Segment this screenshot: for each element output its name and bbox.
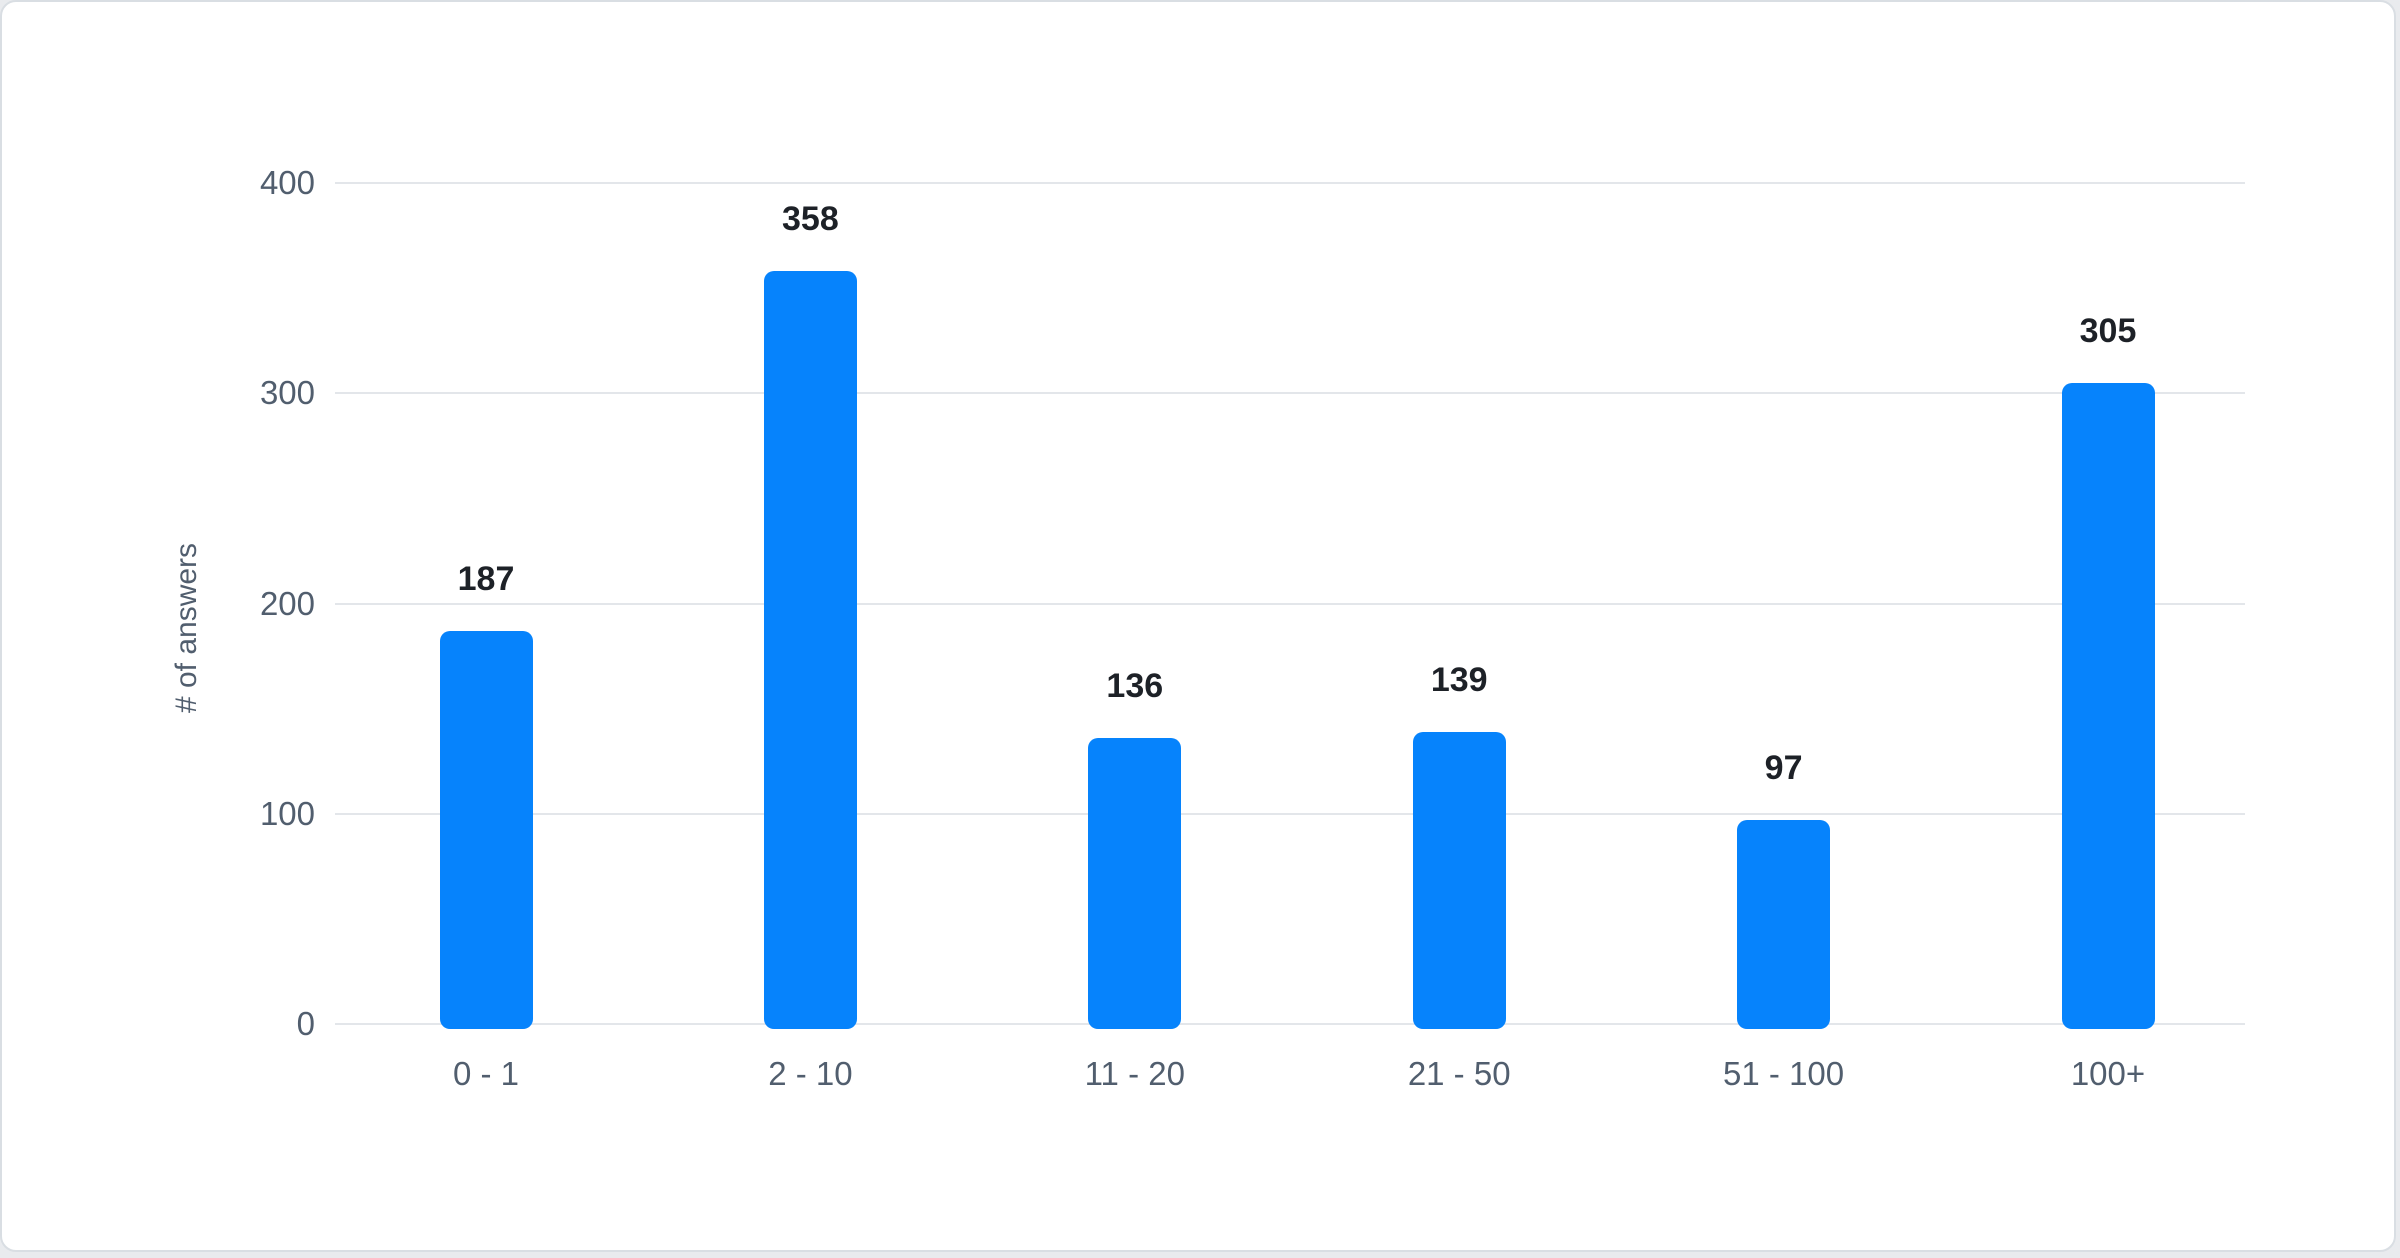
x-category-label-21 - 50: 21 - 50	[1407, 1055, 1511, 1092]
gridline-100	[335, 812, 2245, 815]
gridline-300	[335, 392, 2245, 395]
bar-51 - 100	[1737, 820, 1831, 1029]
gridline-400	[335, 182, 2245, 184]
y-tick-label-0: 0	[296, 1005, 315, 1042]
bar-0 - 1	[439, 630, 533, 1029]
bar-value-label-51 - 100: 97	[1764, 749, 1803, 788]
bar-100+	[2061, 382, 2155, 1029]
x-category-label-0 - 1: 0 - 1	[452, 1055, 520, 1092]
y-tick-label-100: 100	[259, 794, 315, 832]
x-category-label-100+: 100+	[2070, 1055, 2146, 1092]
bar-value-label-100+: 305	[2079, 311, 2137, 350]
bar-value-label-11 - 20: 136	[1106, 667, 1164, 706]
bar-2 - 10	[763, 271, 857, 1029]
bar-value-label-2 - 10: 358	[782, 200, 839, 239]
bar-value-label-21 - 50: 139	[1430, 660, 1488, 699]
x-category-label-2 - 10: 2 - 10	[768, 1055, 853, 1092]
gridline-200	[335, 602, 2245, 605]
x-category-label-11 - 20: 11 - 20	[1084, 1055, 1185, 1092]
bar-11 - 20	[1088, 738, 1182, 1029]
bar-21 - 50	[1412, 731, 1506, 1029]
y-axis-title: # of answers	[170, 542, 203, 714]
bar-value-label-0 - 1: 187	[457, 559, 515, 598]
y-tick-label-400: 400	[259, 164, 315, 201]
y-tick-label-200: 200	[259, 584, 315, 622]
x-category-label-51 - 100: 51 - 100	[1723, 1055, 1845, 1092]
gridline-0	[335, 1023, 2245, 1025]
y-tick-label-300: 300	[259, 374, 315, 412]
